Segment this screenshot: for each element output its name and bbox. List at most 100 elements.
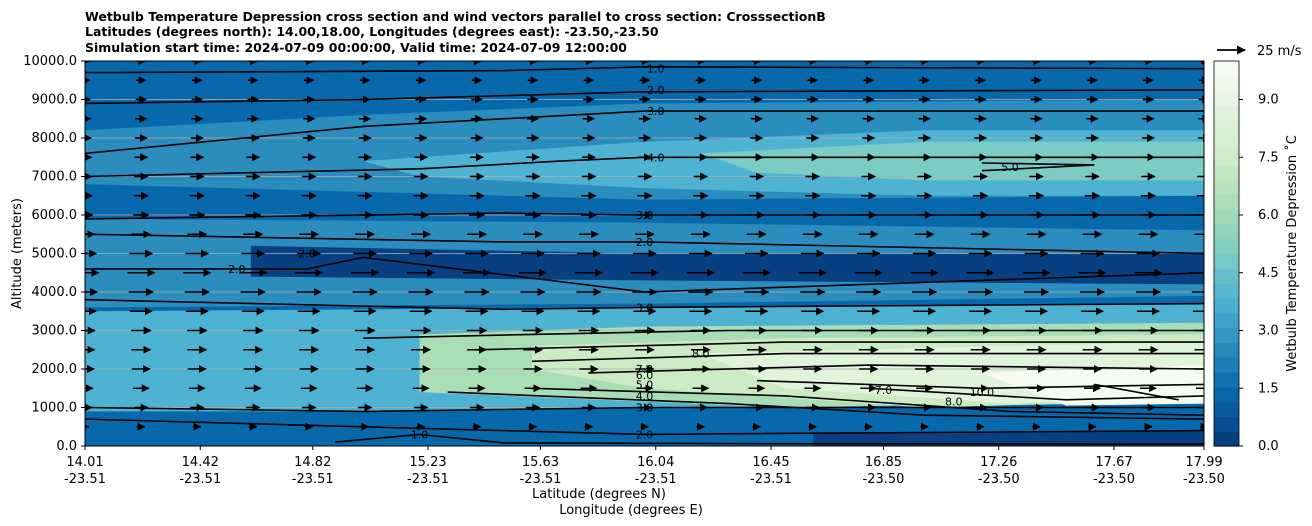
contour-line-4 xyxy=(447,391,1204,420)
colorbar-segment xyxy=(1214,135,1239,151)
contour-line-3 xyxy=(85,298,1204,311)
colorbar-segment xyxy=(1214,238,1239,255)
colorbar-segment xyxy=(1214,342,1239,358)
colorbar-segment xyxy=(1214,120,1239,136)
x-tick-label-lon: -23.51 xyxy=(520,472,562,487)
colorbar-segment xyxy=(1214,194,1239,210)
contour-line-5 xyxy=(531,352,1204,363)
colorbar-segment xyxy=(1214,386,1239,403)
x-tick-label-lat: 17.67 xyxy=(1095,455,1132,470)
x-tick-label-lon: -23.51 xyxy=(64,472,106,487)
contour-label-7: 7.0 xyxy=(875,384,893,397)
x-tick-label-lat: 17.26 xyxy=(980,455,1017,470)
contour-label-2: 2.0 xyxy=(636,428,654,441)
x-tick-label-lon: -23.51 xyxy=(407,472,449,487)
x-axis-label: Latitude (degrees N) xyxy=(532,487,666,502)
colorbar-tick-label: 9.0 xyxy=(1258,93,1279,108)
y-tick-label: 0.0 xyxy=(56,439,77,454)
contour-line-1 xyxy=(335,433,1204,445)
contour-label-1: 1.0 xyxy=(647,63,665,76)
axes: 0.0 1000.0 2000.0 3000.0 4000.0 5000.0 6000.0 7… xyxy=(10,54,1225,518)
x-tick-label-lat: 16.45 xyxy=(752,455,789,470)
contour-label-3: 3.0 xyxy=(636,301,654,314)
colorbar-segment xyxy=(1214,416,1239,432)
contour-line-4 xyxy=(85,156,1204,178)
y-tick-label: 7000.0 xyxy=(32,170,78,185)
colorbar-tick-label: 0.0 xyxy=(1258,439,1279,454)
reference-wind-label: 25 m/s xyxy=(1257,44,1302,59)
contour-line-4 xyxy=(475,341,1204,351)
contour-label-8: 8.0 xyxy=(945,396,963,409)
x-tick-label-lon: -23.51 xyxy=(292,472,334,487)
contour-line-2 xyxy=(85,256,1204,293)
contour-label-2: 2.0 xyxy=(228,263,246,276)
colorbar-segment xyxy=(1214,297,1239,314)
x-tick-label-lon: -23.50 xyxy=(863,472,905,487)
x-axis-label-2: Longitude (degrees E) xyxy=(559,503,703,518)
x-tick-label-lat: 16.04 xyxy=(637,455,674,470)
contour-line-8 xyxy=(869,387,1204,401)
colorbar-label: Wetbulb Temperature Depression ˚C xyxy=(1284,135,1300,372)
contour-line-2 xyxy=(85,89,1204,105)
field-band-upper-drier xyxy=(700,141,1204,181)
contour-line-6 xyxy=(588,364,1204,374)
x-tick-label-lon: -23.50 xyxy=(978,472,1020,487)
colorbar-segment xyxy=(1214,431,1239,447)
colorbar-segment xyxy=(1214,253,1239,269)
x-tick-label-lat: 17.99 xyxy=(1185,455,1222,470)
colorbar-tick-label: 6.0 xyxy=(1258,208,1279,223)
y-axis-label: Altitude (meters) xyxy=(10,198,25,309)
colorbar-segment xyxy=(1214,90,1239,106)
plot-area: 1.02.03.04.05.03.02.02.02.03.07.06.05.04… xyxy=(85,61,1204,446)
x-tick-label-lat: 15.63 xyxy=(522,455,559,470)
colorbar-segment xyxy=(1214,268,1239,284)
colorbar-segment xyxy=(1214,401,1239,417)
x-tick-label-lat: 16.85 xyxy=(865,455,902,470)
chart-title-line-1: Wetbulb Temperature Depression cross sec… xyxy=(85,9,826,24)
contour-label-2: 2.0 xyxy=(647,84,665,97)
contour-label-4: 4.0 xyxy=(636,390,654,403)
contour-line-1 xyxy=(85,65,1204,74)
y-tick-label: 8000.0 xyxy=(32,131,78,146)
y-tick-label: 2000.0 xyxy=(32,362,78,377)
chart-title-line-3: Simulation start time: 2024-07-09 00:00:… xyxy=(85,40,627,55)
x-tick-label-lon: -23.50 xyxy=(1183,472,1225,487)
colorbar-segment xyxy=(1214,327,1239,343)
colorbar-segment xyxy=(1214,179,1239,195)
y-tick-label: 4000.0 xyxy=(32,285,78,300)
contour-line-3 xyxy=(85,110,1204,155)
y-tick-label: 1000.0 xyxy=(32,401,78,416)
contour-label-2: 2.0 xyxy=(636,236,654,249)
contour-line-10 xyxy=(1094,383,1179,401)
y-tick-label: 5000.0 xyxy=(32,247,78,262)
colorbar-segment xyxy=(1214,357,1239,373)
colorbar-frame xyxy=(1213,60,1240,447)
x-tick-label-lon: -23.51 xyxy=(635,472,677,487)
y-tick-label: 6000.0 xyxy=(32,208,78,223)
colorbar-segment xyxy=(1214,75,1239,92)
colorbar-segment xyxy=(1214,312,1239,329)
y-tick-label: 9000.0 xyxy=(32,93,78,108)
colorbar-segment xyxy=(1214,372,1239,388)
colorbar-segment xyxy=(1214,209,1239,225)
contour-line-5 xyxy=(531,387,1204,416)
contour-label-5: 5.0 xyxy=(1001,161,1019,174)
contour-label-3: 3.0 xyxy=(647,105,665,118)
contour-line-5 xyxy=(981,162,1095,172)
colorbar-tick-label: 4.5 xyxy=(1258,266,1279,281)
contour-label-1: 1.0 xyxy=(411,428,429,441)
contour-line-3 xyxy=(363,329,1204,339)
chart-title-line-2: Latitudes (degrees north): 14.00,18.00, … xyxy=(85,24,659,39)
colorbar-segment xyxy=(1214,164,1239,181)
colorbar-tick-label: 1.5 xyxy=(1258,381,1279,396)
x-tick-label-lat: 14.01 xyxy=(66,455,103,470)
x-tick-label-lat: 14.42 xyxy=(182,455,219,470)
x-tick-label-lon: -23.51 xyxy=(179,472,221,487)
x-tick-label-lon: -23.50 xyxy=(1093,472,1135,487)
contour-line-2 xyxy=(85,233,1204,255)
colorbar: 0.0 1.5 3.0 4.5 6.0 7.5 9.0 Wetbulb Temperature… xyxy=(1213,44,1302,454)
colorbar-segment xyxy=(1214,105,1239,121)
contour-line-2 xyxy=(85,418,1204,436)
field-band-surface-moist xyxy=(813,430,1204,446)
